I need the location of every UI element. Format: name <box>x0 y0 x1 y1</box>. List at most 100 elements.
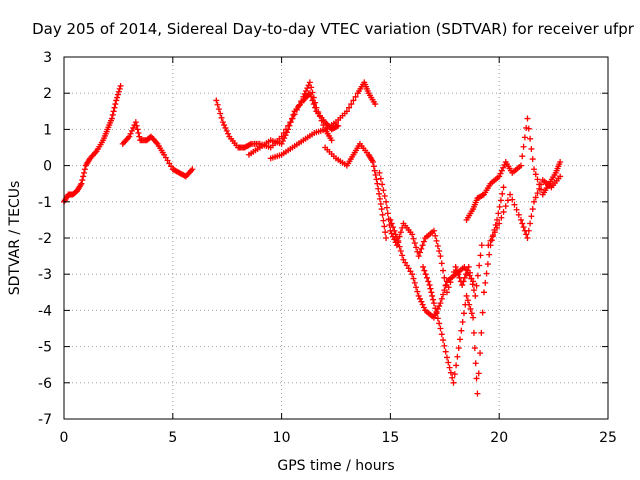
data-point <box>287 119 294 126</box>
data-point <box>397 229 404 236</box>
data-point <box>215 106 222 113</box>
data-point <box>472 292 479 299</box>
data-point <box>467 305 474 312</box>
data-point <box>470 278 477 285</box>
x-tick-label: 5 <box>168 430 177 446</box>
data-point <box>531 166 538 173</box>
data-point <box>488 237 495 244</box>
data-point <box>217 110 224 117</box>
y-tick-label: 0 <box>43 159 52 175</box>
data-point <box>525 227 532 234</box>
data-point <box>454 353 461 360</box>
data-point <box>477 350 484 357</box>
data-point <box>437 253 444 260</box>
data-point <box>382 229 389 236</box>
y-tick-label: -1 <box>38 195 52 211</box>
data-point <box>396 243 403 250</box>
data-point <box>440 291 447 298</box>
data-point <box>519 153 526 160</box>
data-point <box>279 137 286 144</box>
data-point <box>420 304 427 311</box>
data-point <box>130 124 137 131</box>
data-point <box>499 190 506 197</box>
data-point <box>395 239 402 246</box>
data-point <box>494 216 501 223</box>
data-point <box>418 245 425 252</box>
data-point <box>500 164 507 171</box>
data-point <box>473 375 480 382</box>
y-tick-label: -2 <box>38 231 52 247</box>
data-point <box>432 232 439 239</box>
data-point <box>453 362 460 369</box>
data-point <box>109 111 116 118</box>
x-tick-label: 15 <box>381 430 399 446</box>
data-point <box>529 156 536 163</box>
data-point <box>433 310 440 317</box>
data-point <box>451 371 458 378</box>
data-point <box>487 237 494 244</box>
data-point <box>483 270 490 277</box>
data-point <box>459 318 466 325</box>
data-point <box>429 292 436 299</box>
data-point <box>375 185 382 192</box>
data-point <box>415 253 422 260</box>
data-point <box>114 91 121 98</box>
data-point <box>281 135 288 142</box>
data-point <box>470 329 477 336</box>
data-point <box>470 287 477 294</box>
x-tick-label: 0 <box>60 430 69 446</box>
y-tick-label: -6 <box>38 376 52 392</box>
data-point <box>134 126 141 133</box>
data-point <box>523 231 530 238</box>
data-point <box>376 195 383 202</box>
data-point <box>527 135 534 142</box>
data-point <box>447 369 454 376</box>
data-point <box>531 198 538 205</box>
data-point <box>478 242 485 249</box>
data-point <box>377 200 384 207</box>
data-point <box>79 177 86 184</box>
data-point <box>383 198 390 205</box>
data-point <box>437 300 444 307</box>
data-point <box>496 203 503 210</box>
data-point <box>81 166 88 173</box>
data-point <box>494 224 501 231</box>
data-point <box>421 267 428 274</box>
data-point <box>113 97 120 104</box>
data-point <box>430 300 437 307</box>
data-point <box>517 162 524 169</box>
data-point <box>310 101 317 108</box>
data-point <box>471 345 478 352</box>
data-point <box>410 275 417 282</box>
data-point <box>414 288 421 295</box>
data-point <box>219 119 226 126</box>
data-point <box>283 129 290 136</box>
data-point <box>108 115 115 122</box>
data-point <box>500 208 507 215</box>
data-point <box>479 309 486 316</box>
y-axis-label: SDTVAR / TECUs <box>7 181 23 296</box>
data-point <box>433 237 440 244</box>
data-point <box>409 231 416 238</box>
data-point <box>372 172 379 179</box>
data-point <box>377 175 384 182</box>
data-point <box>509 196 516 203</box>
data-point <box>369 158 376 165</box>
x-tick-label: 25 <box>599 430 617 446</box>
data-point <box>496 220 503 227</box>
data-point <box>380 217 387 224</box>
data-point <box>498 167 505 174</box>
data-point <box>378 206 385 213</box>
data-point <box>302 88 309 95</box>
data-point <box>528 145 535 152</box>
data-point <box>441 287 448 294</box>
data-point <box>536 185 543 192</box>
data-point <box>557 158 564 165</box>
data-point <box>436 248 443 255</box>
data-point <box>430 227 437 234</box>
data-point <box>290 111 297 118</box>
data-point <box>504 197 511 204</box>
data-point <box>214 101 221 108</box>
data-point <box>419 242 426 249</box>
data-point <box>470 314 477 321</box>
